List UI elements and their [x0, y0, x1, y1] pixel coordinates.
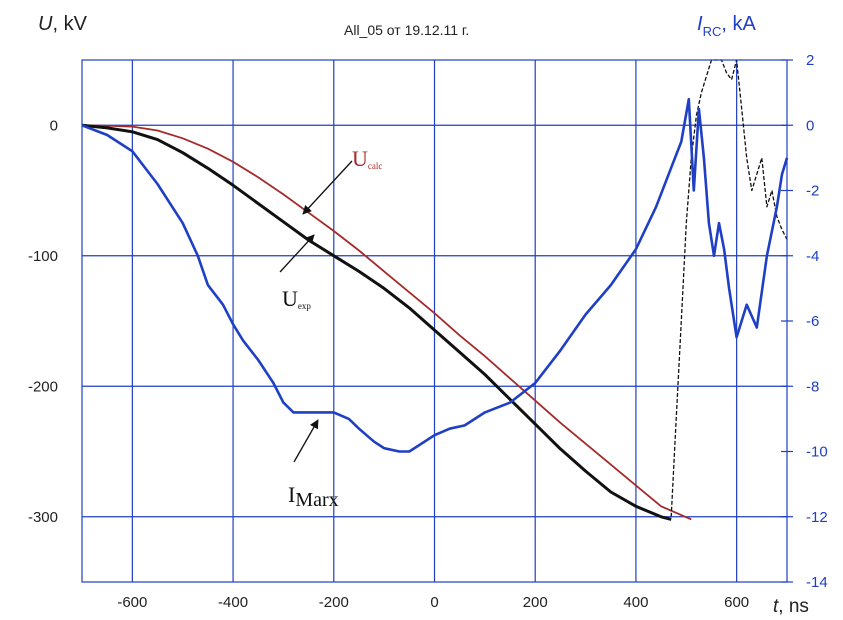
x-axis-label: t, ns: [773, 596, 809, 617]
chart-title: All_05 от 19.12.11 г.: [344, 22, 469, 38]
series-u-exp: [81, 123, 672, 521]
y-right-tick-label: 0: [806, 117, 814, 134]
annotation-u-exp: Uexp: [279, 234, 315, 311]
left-axis-label: U, kV: [38, 13, 88, 35]
annotation-i-marx-subscript: Marx: [295, 489, 338, 511]
x-tick-label: -200: [319, 594, 349, 611]
x-axis-symbol: t: [773, 596, 779, 617]
y-left-tick-label: 0: [50, 117, 58, 134]
left-axis-ticks: 0 -100 -200 -300: [28, 117, 58, 526]
bottom-axis-ticks: -600 -400 -200 0 200 400 600: [117, 594, 749, 611]
x-tick-label: 200: [523, 594, 548, 611]
y-left-tick-label: -100: [28, 248, 58, 265]
right-axis-ticks: 2 0 -2 -4 -6 -8 -10 -12 -14: [781, 52, 828, 591]
x-tick-label: -600: [117, 594, 147, 611]
annotation-u-calc: Ucalc: [302, 146, 382, 215]
y-left-tick-label: -200: [28, 378, 58, 395]
annotation-u-calc-symbol: U: [352, 146, 368, 171]
annotation-u-exp-label: Uexp: [282, 286, 311, 311]
x-tick-label: 0: [430, 594, 438, 611]
right-axis-subscript: RC: [703, 24, 722, 39]
annotation-i-marx-label: IMarx: [288, 482, 339, 511]
y-left-tick-label: -300: [28, 509, 58, 526]
grid: [82, 60, 787, 582]
series-u-exp-post: [670, 59, 788, 517]
right-axis-unit: , kA: [721, 13, 756, 35]
right-axis-label: IRC, kA: [697, 13, 756, 39]
series-u-calc: [81, 124, 692, 521]
annotation-i-marx-arrow: [293, 419, 319, 463]
annotation-u-calc-label: Ucalc: [352, 146, 382, 171]
left-axis-symbol: U: [38, 13, 53, 35]
y-right-tick-label: -12: [806, 509, 828, 526]
annotation-u-calc-arrow: [302, 160, 353, 215]
x-axis-unit: , ns: [778, 596, 809, 617]
annotation-i-marx: IMarx: [288, 419, 339, 511]
left-axis-unit: , kV: [52, 13, 87, 35]
x-tick-label: 600: [724, 594, 749, 611]
y-right-tick-label: 2: [806, 52, 814, 69]
right-axis-symbol: I: [697, 13, 703, 35]
annotation-u-exp-subscript: exp: [298, 301, 311, 311]
annotation-u-calc-subscript: calc: [368, 161, 382, 171]
y-right-tick-label: -2: [806, 183, 819, 200]
x-tick-label: 400: [623, 594, 648, 611]
series-i-marx: [81, 97, 789, 453]
y-right-tick-label: -14: [806, 574, 828, 591]
x-tick-label: -400: [218, 594, 248, 611]
y-right-tick-label: -4: [806, 248, 819, 265]
y-right-tick-label: -10: [806, 444, 828, 461]
annotation-u-exp-arrow: [279, 234, 315, 273]
annotation-u-exp-symbol: U: [282, 286, 298, 311]
annotation-i-marx-symbol: I: [288, 482, 295, 507]
y-right-tick-label: -6: [806, 313, 819, 330]
y-right-tick-label: -8: [806, 378, 819, 395]
curves: [81, 59, 789, 521]
